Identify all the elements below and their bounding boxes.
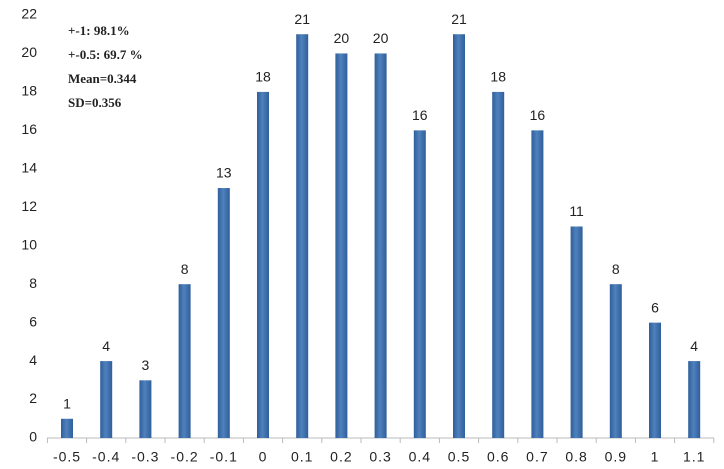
bar xyxy=(570,226,583,438)
y-tick-label: 10 xyxy=(21,236,37,252)
bar xyxy=(374,53,387,439)
x-tick-label: 0.4 xyxy=(409,449,431,465)
x-tick-label: -0.2 xyxy=(171,449,199,465)
bar xyxy=(335,53,348,439)
value-label: 8 xyxy=(612,261,620,277)
y-tick-label: 0 xyxy=(29,429,37,445)
value-label: 21 xyxy=(451,11,467,27)
annotation: SD=0.356 xyxy=(68,95,122,110)
annotation: +-1: 98.1% xyxy=(68,23,130,38)
value-label: 18 xyxy=(490,69,506,85)
x-tick-label: 1.1 xyxy=(683,449,705,465)
value-label: 21 xyxy=(294,11,310,27)
y-tick-label: 14 xyxy=(21,160,37,176)
bar xyxy=(257,91,269,438)
bar xyxy=(688,361,701,438)
bar xyxy=(492,91,505,438)
x-tick-label: -0.1 xyxy=(210,449,238,465)
value-label: 18 xyxy=(255,69,271,85)
value-label: 6 xyxy=(651,299,659,315)
x-tick-label: 0.7 xyxy=(526,449,548,465)
bar xyxy=(61,418,73,438)
x-tick-label: -0.4 xyxy=(92,449,120,465)
bar xyxy=(100,361,113,438)
value-label: 20 xyxy=(373,30,389,46)
x-tick-label: 0 xyxy=(259,449,268,465)
annotation: +-0.5: 69.7 % xyxy=(68,47,143,62)
x-tick-label: 0.2 xyxy=(330,449,352,465)
y-tick-label: 6 xyxy=(29,313,37,329)
y-tick-label: 4 xyxy=(29,352,37,368)
value-label: 20 xyxy=(334,30,350,46)
bar xyxy=(217,188,230,438)
bar xyxy=(609,284,622,438)
y-tick-label: 2 xyxy=(29,390,37,406)
y-tick-label: 22 xyxy=(21,6,37,22)
x-tick-label: 0.9 xyxy=(605,449,627,465)
value-label: 16 xyxy=(412,107,428,123)
value-label: 4 xyxy=(102,338,110,354)
x-tick-label: 0.6 xyxy=(487,449,509,465)
value-label: 4 xyxy=(690,338,698,354)
value-label: 16 xyxy=(530,107,546,123)
x-tick-label: 1 xyxy=(651,449,660,465)
bar xyxy=(453,34,465,439)
y-tick-label: 16 xyxy=(21,121,37,137)
bar xyxy=(649,322,661,438)
bar xyxy=(531,130,544,438)
value-label: 8 xyxy=(181,261,189,277)
y-tick-label: 20 xyxy=(21,44,37,60)
x-tick-label: 0.5 xyxy=(448,449,470,465)
value-label: 11 xyxy=(569,203,584,219)
annotation: Mean=0.344 xyxy=(68,71,137,86)
x-tick-label: 0.3 xyxy=(369,449,391,465)
bar xyxy=(413,130,426,438)
value-label: 1 xyxy=(63,395,71,411)
x-tick-label: 0.1 xyxy=(291,449,313,465)
bar xyxy=(296,34,309,439)
value-label: 13 xyxy=(216,165,232,181)
y-tick-label: 12 xyxy=(21,198,37,214)
x-tick-label: 0.8 xyxy=(565,449,587,465)
y-tick-label: 18 xyxy=(21,83,37,99)
bar xyxy=(139,380,152,438)
bar xyxy=(178,284,191,438)
x-tick-label: -0.5 xyxy=(53,449,81,465)
x-tick-label: -0.3 xyxy=(131,449,159,465)
y-tick-label: 8 xyxy=(29,275,37,291)
value-label: 3 xyxy=(142,357,150,373)
